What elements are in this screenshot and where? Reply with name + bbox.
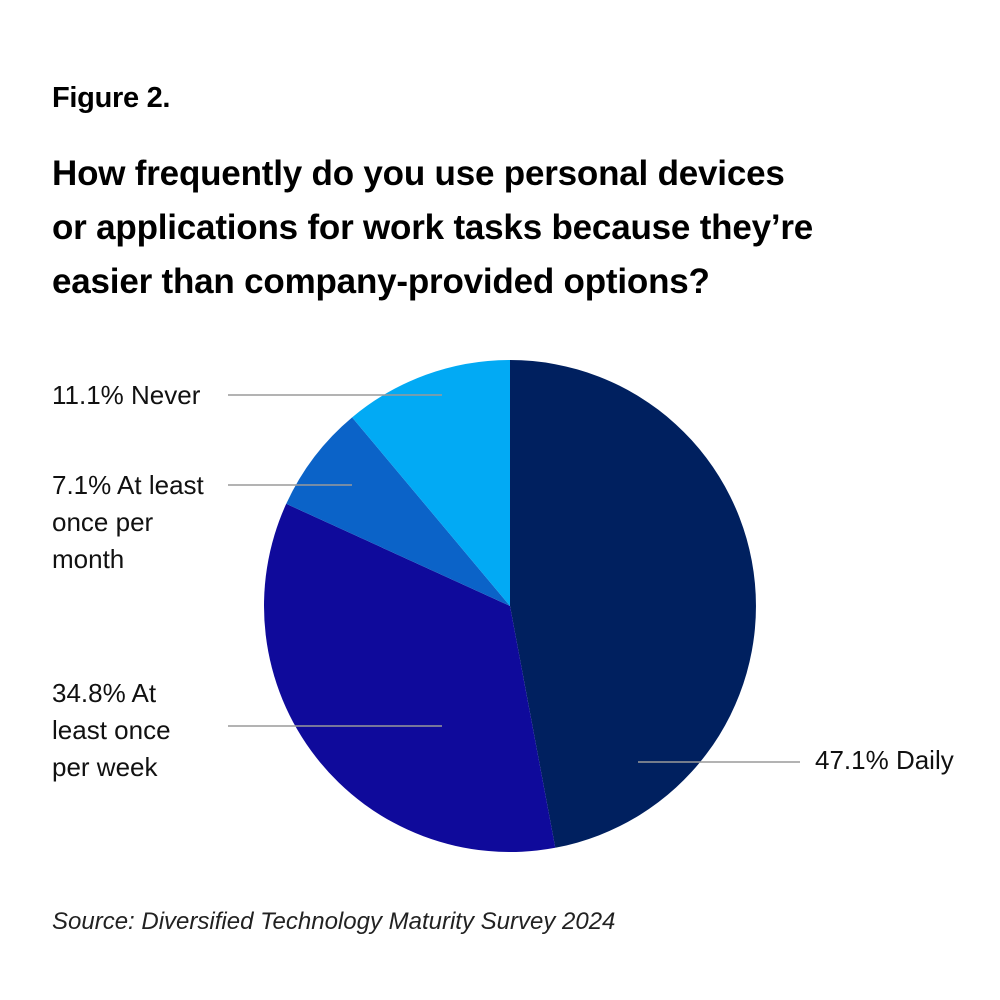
callout-line: 34.8% At (52, 678, 157, 708)
pie-slice-never (352, 360, 510, 606)
callout-line: per week (52, 752, 158, 782)
pie-slice-at-least-once-per-month (286, 417, 510, 606)
chart-title-line: or applications for work tasks because t… (52, 208, 814, 247)
source-note: Source: Diversified Technology Maturity … (52, 908, 616, 935)
chart-title-line: easier than company-provided options? (52, 262, 710, 301)
callout-line: once per (52, 507, 154, 537)
callout-line: 7.1% At least (52, 470, 204, 500)
callout-daily: 47.1% Daily (815, 742, 954, 779)
callout-line: 11.1% Never (52, 380, 201, 410)
pie-slice-at-least-once-per-week (264, 503, 556, 852)
callout-line: least once (52, 715, 171, 745)
callout-line: 47.1% Daily (815, 745, 954, 775)
pie-slice-daily (510, 360, 756, 848)
chart-title: How frequently do you use personal devic… (52, 147, 982, 309)
figure-label: Figure 2. (52, 82, 171, 114)
callout-at-least-once-per-month: 7.1% At least once per month (52, 467, 204, 578)
callout-line: month (52, 544, 125, 574)
callout-at-least-once-per-week: 34.8% At least once per week (52, 675, 171, 786)
chart-title-line: How frequently do you use personal devic… (52, 154, 785, 193)
callout-never: 11.1% Never (52, 377, 200, 414)
